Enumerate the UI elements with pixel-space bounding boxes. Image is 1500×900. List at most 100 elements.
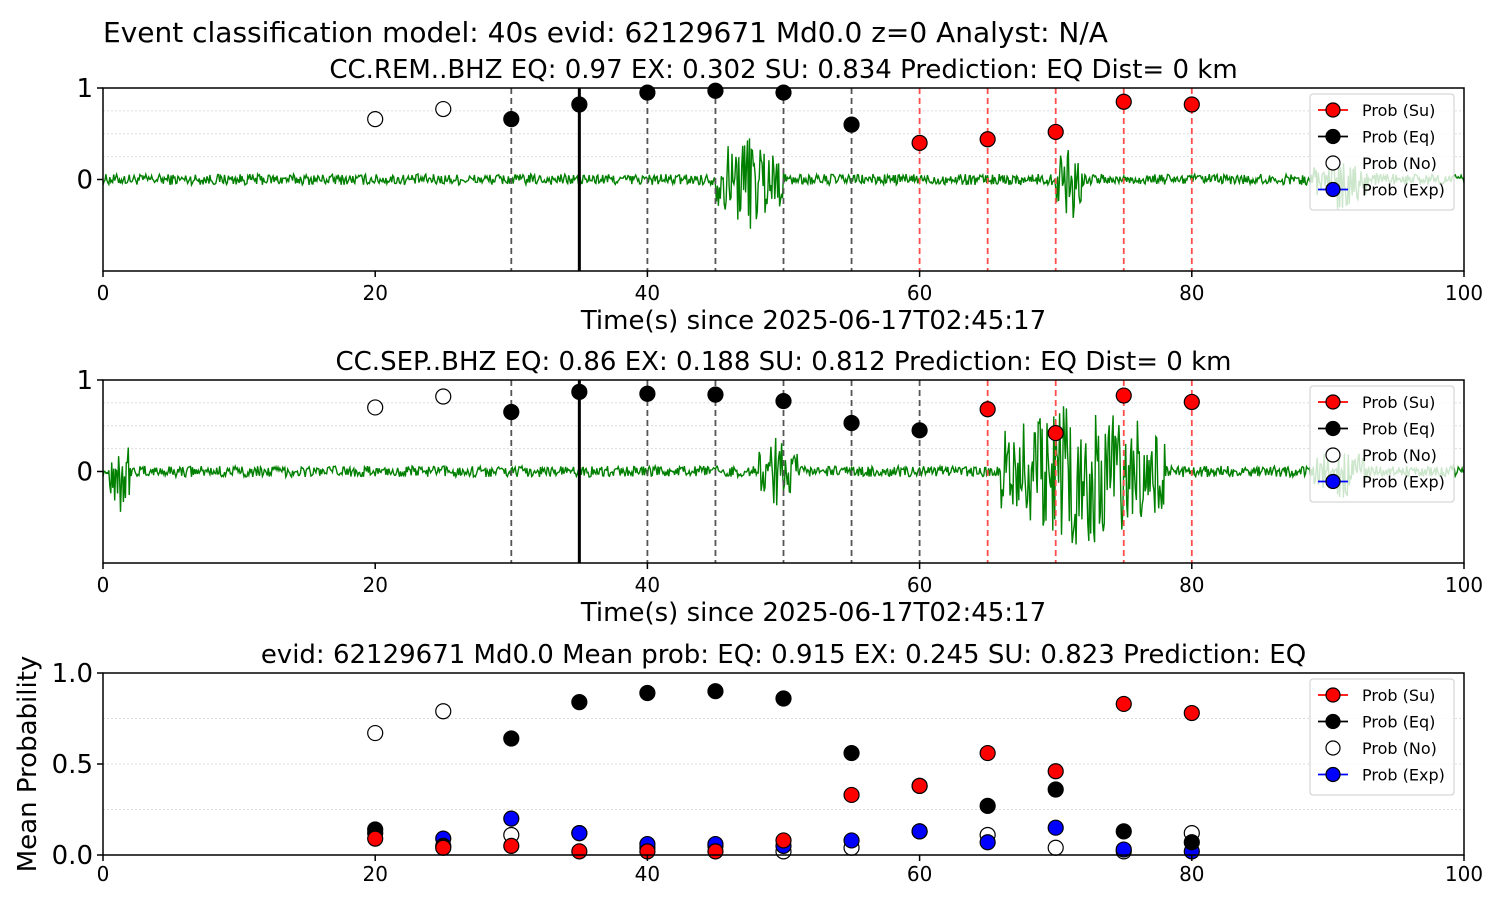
- x-tick-label: 100: [1445, 573, 1483, 597]
- point-no: [367, 724, 384, 742]
- point-su: [1047, 424, 1064, 442]
- subplots: CC.REM..BHZ EQ: 0.97 EX: 0.302 SU: 0.834…: [13, 55, 1483, 886]
- point-eq: [707, 82, 724, 99]
- point-no: [367, 399, 384, 416]
- legend-box: [1309, 678, 1455, 796]
- x-tick-label: 60: [907, 573, 932, 597]
- point-no: [435, 388, 452, 405]
- point-eq: [707, 386, 724, 403]
- y-tick-label: 1: [76, 74, 93, 104]
- point-eq: [843, 744, 860, 762]
- subplot-3: evid: 62129671 Md0.0 Mean prob: EQ: 0.91…: [13, 640, 1483, 886]
- x-tick-label: 0: [97, 862, 110, 886]
- point-eq: [639, 385, 656, 402]
- subplot-title: CC.REM..BHZ EQ: 0.97 EX: 0.302 SU: 0.834…: [329, 55, 1237, 85]
- legend-marker-no: [1325, 155, 1341, 171]
- legend-label: Prob (Su): [1362, 393, 1435, 412]
- y-tick-label: 1: [76, 366, 93, 396]
- x-tick-label: 40: [635, 281, 660, 305]
- point-exp: [571, 825, 588, 842]
- point-su: [1047, 763, 1064, 780]
- point-su: [911, 134, 928, 151]
- point-su: [979, 401, 996, 418]
- legend-box: [1309, 93, 1455, 211]
- x-tick-label: 80: [1179, 573, 1204, 597]
- legend: Prob (Su) Prob (Eq) Prob (No) Prob (Exp): [1309, 385, 1455, 503]
- point-no: [1047, 839, 1064, 856]
- point-eq: [639, 684, 656, 702]
- legend-label: Prob (No): [1362, 446, 1437, 465]
- x-tick-label: 40: [635, 573, 660, 597]
- point-su: [435, 839, 452, 856]
- point-eq: [775, 392, 792, 410]
- legend-label: Prob (Su): [1362, 101, 1435, 120]
- point-su: [775, 832, 792, 849]
- x-tick-label: 20: [362, 573, 387, 597]
- point-eq: [707, 683, 724, 700]
- x-tick-label: 0: [97, 573, 110, 597]
- point-su: [1115, 695, 1132, 713]
- point-eq: [503, 111, 520, 128]
- x-tick-label: 60: [907, 281, 932, 305]
- point-su: [979, 131, 996, 148]
- x-axis-label: Time(s) since 2025-06-17T02:45:17: [580, 306, 1046, 336]
- point-no: [435, 703, 452, 720]
- point-su: [1115, 387, 1132, 404]
- point-eq: [571, 383, 588, 400]
- point-exp: [1115, 841, 1132, 858]
- point-eq: [843, 414, 860, 432]
- point-su: [1183, 704, 1200, 722]
- x-tick-label: 80: [1179, 281, 1204, 305]
- legend-label: Prob (No): [1362, 739, 1437, 758]
- point-eq: [1183, 834, 1200, 851]
- x-tick-label: 40: [635, 862, 660, 886]
- subplot-2: CC.SEP..BHZ EQ: 0.86 EX: 0.188 SU: 0.812…: [76, 347, 1483, 628]
- legend-marker-exp: [1325, 181, 1341, 198]
- legend-label: Prob (Exp): [1362, 181, 1445, 200]
- point-su: [367, 830, 384, 847]
- y-tick-label: 1.0: [52, 659, 93, 689]
- point-exp: [911, 823, 928, 840]
- point-no: [435, 100, 452, 118]
- legend-marker-exp: [1325, 473, 1341, 490]
- y-tick-label: 0.5: [52, 750, 93, 780]
- point-su: [1047, 123, 1064, 141]
- point-eq: [503, 730, 520, 747]
- point-su: [1183, 393, 1200, 411]
- legend-marker-eq: [1325, 420, 1341, 437]
- x-tick-label: 100: [1445, 862, 1483, 886]
- point-no: [367, 111, 384, 128]
- legend-label: Prob (Su): [1362, 686, 1435, 705]
- subplot-title: evid: 62129671 Md0.0 Mean prob: EQ: 0.91…: [261, 640, 1306, 670]
- legend-label: Prob (Exp): [1362, 766, 1445, 785]
- figure-title: Event classification model: 40s evid: 62…: [103, 16, 1108, 49]
- legend-marker-no: [1325, 447, 1341, 463]
- point-eq: [639, 84, 656, 101]
- point-eq: [571, 96, 588, 113]
- subplot-title: CC.SEP..BHZ EQ: 0.86 EX: 0.188 SU: 0.812…: [336, 347, 1232, 377]
- point-exp: [503, 810, 520, 827]
- legend: Prob (Su) Prob (Eq) Prob (No) Prob (Exp): [1309, 678, 1455, 796]
- legend-box: [1309, 385, 1455, 503]
- x-axis-label: Time(s) since 2025-06-17T02:45:17: [580, 598, 1046, 628]
- point-exp: [1047, 819, 1064, 836]
- x-tick-label: 20: [362, 862, 387, 886]
- point-su: [1115, 93, 1132, 110]
- y-axis-label: Mean Probability: [13, 656, 43, 873]
- point-su: [1183, 96, 1200, 113]
- legend-marker-su: [1325, 687, 1341, 703]
- legend-marker-su: [1325, 102, 1341, 118]
- x-tick-label: 100: [1445, 281, 1483, 305]
- point-eq: [503, 403, 520, 421]
- y-tick-label: 0: [76, 458, 93, 488]
- legend-label: Prob (No): [1362, 154, 1437, 173]
- legend-marker-eq: [1325, 128, 1341, 145]
- point-eq: [775, 84, 792, 101]
- point-su: [843, 786, 860, 804]
- y-tick-label: 0.0: [52, 841, 93, 871]
- legend-label: Prob (Eq): [1362, 420, 1435, 439]
- legend-label: Prob (Eq): [1362, 713, 1435, 732]
- point-su: [571, 843, 588, 860]
- point-exp: [843, 832, 860, 849]
